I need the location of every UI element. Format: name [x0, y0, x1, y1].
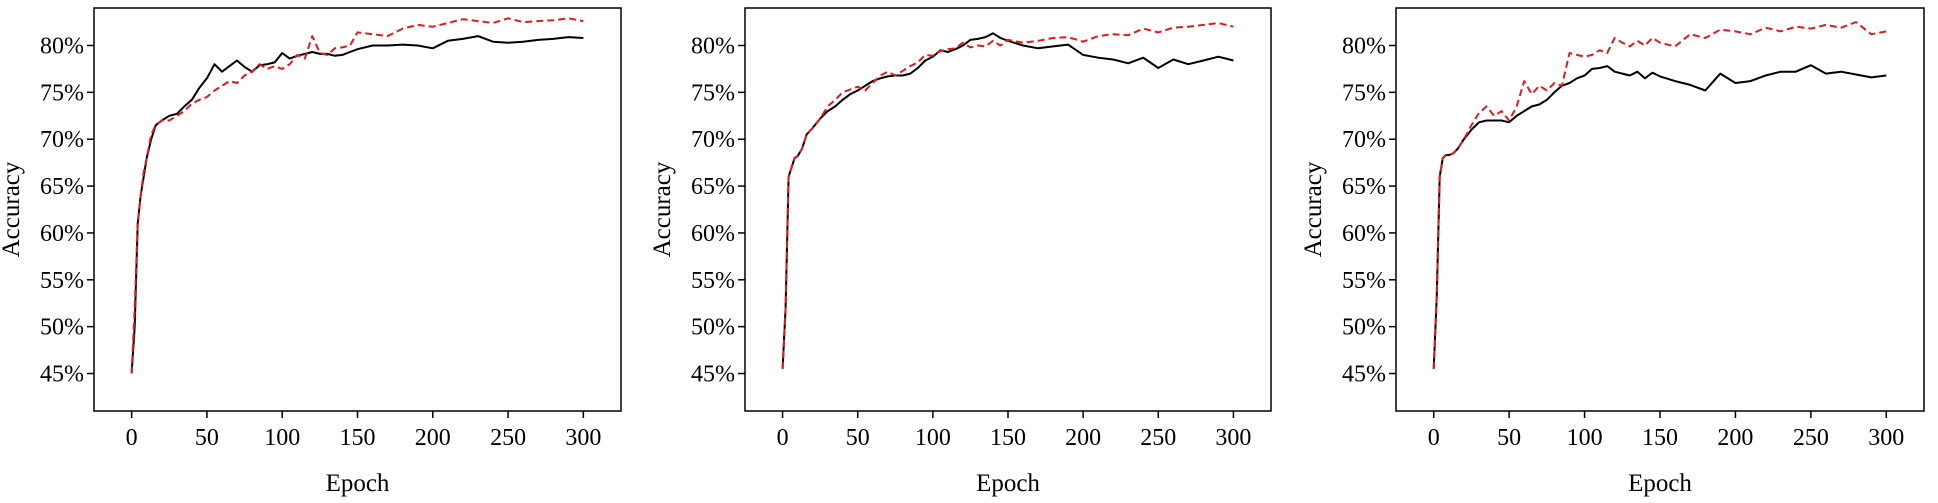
x-tick-label: 100	[1567, 425, 1603, 451]
series-line-dashed-red	[130, 17, 584, 374]
plot-frame	[744, 7, 1272, 412]
series-line-solid-black	[781, 32, 1234, 369]
y-tick-label: 55%	[40, 268, 84, 294]
x-axis-label: Epoch	[1628, 470, 1692, 497]
x-tick-label: 50	[195, 425, 219, 451]
series-line-dashed-red	[1432, 21, 1887, 369]
y-tick-label: 75%	[1342, 80, 1386, 106]
y-tick-label: 75%	[40, 80, 84, 106]
y-tick-label: 45%	[1342, 362, 1386, 388]
x-tick-label: 300	[565, 425, 601, 451]
x-tick-label: 0	[777, 425, 789, 451]
chart-panel-1: 0 50 100 150 200 250 300 45% 50% 55% 60% 65% 70% 75% 8…	[0, 7, 622, 497]
y-tick-label: 50%	[40, 315, 84, 341]
y-axis-label: Accuracy	[1300, 161, 1327, 257]
y-tick-label: 80%	[691, 33, 735, 59]
x-tick-label: 0	[1428, 425, 1440, 451]
x-tick-label: 150	[990, 425, 1026, 451]
x-tick-label: 200	[1717, 425, 1753, 451]
y-tick-label: 65%	[691, 174, 735, 200]
x-tick-label: 50	[1497, 425, 1521, 451]
y-tick-label: 70%	[1342, 127, 1386, 153]
y-tick-label: 60%	[40, 221, 84, 247]
x-tick-label: 200	[415, 425, 451, 451]
x-axis-label: Epoch	[976, 470, 1040, 497]
y-tick-label: 60%	[691, 221, 735, 247]
x-axis-label: Epoch	[326, 470, 390, 497]
x-tick-label: 300	[1215, 425, 1251, 451]
x-tick-label: 250	[490, 425, 526, 451]
y-tick-label: 55%	[691, 268, 735, 294]
x-tick-label: 150	[340, 425, 376, 451]
x-tick-label: 0	[126, 425, 138, 451]
y-tick-label: 75%	[691, 80, 735, 106]
y-axis-label: Accuracy	[649, 161, 676, 257]
x-tick-label: 150	[1642, 425, 1678, 451]
x-tick-label: 50	[846, 425, 870, 451]
y-tick-label: 65%	[40, 174, 84, 200]
y-tick-label: 45%	[691, 362, 735, 388]
x-tick-label: 250	[1140, 425, 1176, 451]
series-line-dashed-red	[781, 22, 1234, 369]
x-tick-label: 100	[264, 425, 300, 451]
y-axis-label: Accuracy	[0, 161, 25, 257]
y-tick-label: 80%	[1342, 33, 1386, 59]
x-tick-label: 200	[1065, 425, 1101, 451]
series-line-solid-black	[130, 35, 584, 374]
x-tick-label: 300	[1868, 425, 1904, 451]
x-tick-label: 100	[915, 425, 951, 451]
y-tick-label: 60%	[1342, 221, 1386, 247]
y-tick-label: 80%	[40, 33, 84, 59]
plot-frame	[93, 7, 622, 412]
plot-frame	[1395, 7, 1925, 412]
y-tick-label: 45%	[40, 362, 84, 388]
y-tick-label: 70%	[691, 127, 735, 153]
x-tick-label: 250	[1793, 425, 1829, 451]
chart-panel-3: 0 50 100 150 200 250 300 45% 50% 55% 60% 65% 70% 75% 8…	[1300, 7, 1925, 497]
y-tick-label: 65%	[1342, 174, 1386, 200]
y-tick-label: 50%	[691, 315, 735, 341]
chart-panel-2: 0 50 100 150 200 250 300 45% 50% 55% 60% 65% 70% 75% 8…	[649, 7, 1272, 497]
y-tick-label: 70%	[40, 127, 84, 153]
y-tick-label: 55%	[1342, 268, 1386, 294]
y-tick-label: 50%	[1342, 315, 1386, 341]
